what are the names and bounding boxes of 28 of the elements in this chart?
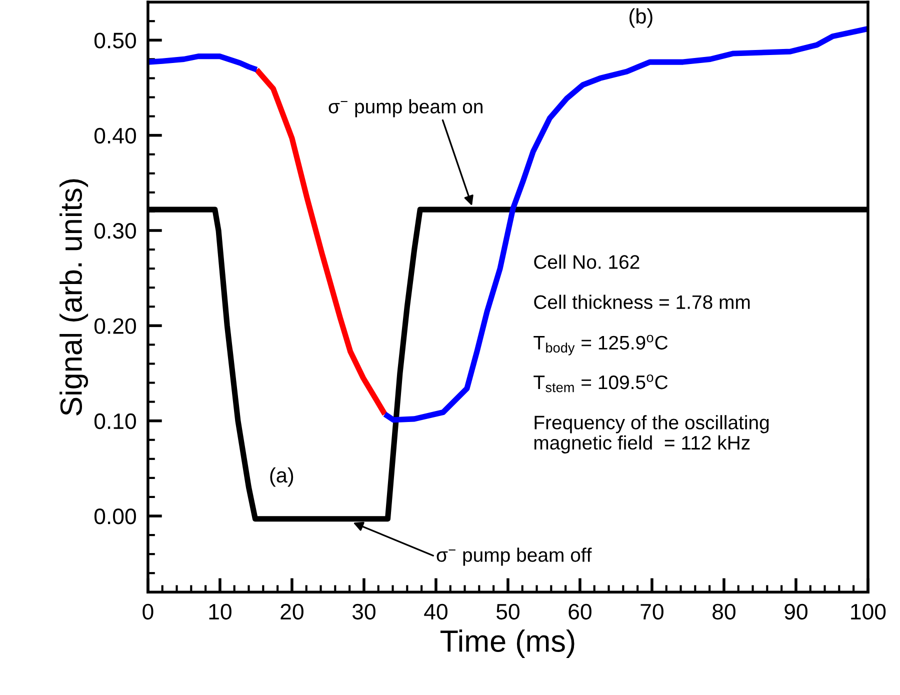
annotation: (b) bbox=[629, 8, 652, 28]
x-tick-label: 20 bbox=[280, 604, 304, 620]
y-tick-label: 0.10 bbox=[94, 413, 136, 430]
annotation: (a) bbox=[270, 467, 294, 487]
annotation: Cell No. 162 bbox=[534, 254, 640, 269]
x-tick-label: 100 bbox=[851, 604, 886, 620]
x-tick-label: 10 bbox=[209, 604, 232, 620]
x-tick-label: 70 bbox=[640, 604, 664, 620]
x-tick-label: 40 bbox=[424, 604, 448, 620]
annotation: σ$^{−}$ pump beam on bbox=[328, 99, 482, 118]
y-tick-label: 0.40 bbox=[94, 128, 136, 144]
y-axis-title: Signal (arb. units) bbox=[60, 179, 88, 416]
y-tick-label: 0.20 bbox=[94, 318, 136, 334]
x-tick-label: 90 bbox=[784, 604, 808, 620]
annotation: σ$^{−}$ pump beam off bbox=[436, 548, 592, 566]
annotation: Cell thickness = 1.78 mm bbox=[534, 294, 750, 310]
x-axis-title: Time (ms) bbox=[440, 630, 574, 658]
annotation: T$_{body}$ = 125.9$^{o}$C bbox=[534, 334, 668, 356]
y-tick-label: 0.00 bbox=[94, 508, 136, 524]
x-tick-label: 60 bbox=[568, 604, 592, 620]
y-tick-label: 0.30 bbox=[94, 223, 136, 239]
x-tick-label: 50 bbox=[496, 604, 520, 620]
x-tick-label: 30 bbox=[352, 604, 376, 620]
x-tick-label: 0 bbox=[142, 604, 154, 620]
annotation: Frequency of the oscillating magnetic field = 112 kHz bbox=[534, 415, 769, 454]
annotation: T$_{stem}$ = 109.5$^{o}$C bbox=[534, 374, 668, 392]
x-tick-label: 80 bbox=[712, 604, 736, 620]
y-tick-label: 0.50 bbox=[94, 32, 136, 48]
